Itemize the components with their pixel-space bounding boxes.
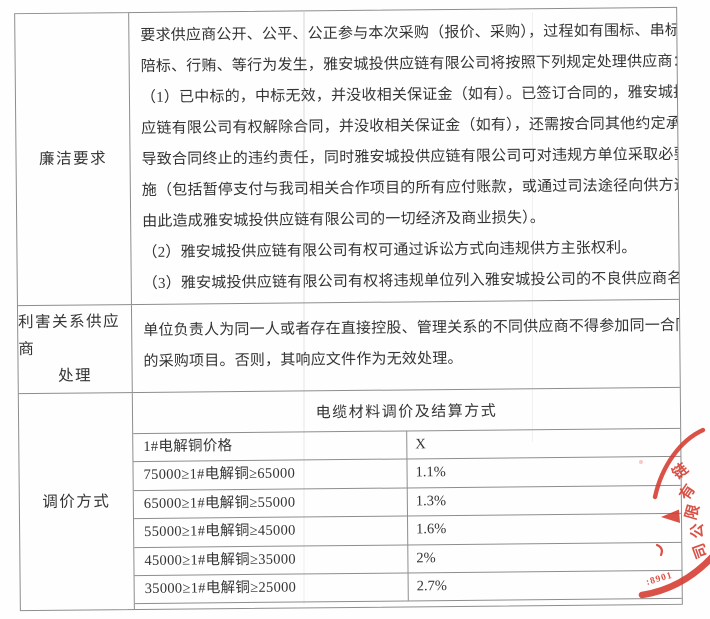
rate-cell: 1.1% xyxy=(415,464,446,481)
table-row: 35000≥1#电解铜≥25000 2.7% xyxy=(134,570,682,605)
rate-cell: 1.3% xyxy=(415,492,447,510)
seal-character: 司 xyxy=(690,541,710,561)
paragraph-line: 的采购项目。否则，其响应文件作为无效处理。 xyxy=(143,350,463,370)
procurement-terms-table: 廉洁要求 要求供应商公开、公平、公正参与本次采购（报价、采购），过程如有围标、串… xyxy=(14,6,683,612)
price-range-cell: 55000≥1#电解铜≥45000 xyxy=(134,516,409,547)
row-header-label: 利害关系供应商 xyxy=(18,313,121,359)
paragraph-line: （1）已中标的，中标无效，并没收相关保证金（如有）。已签订合同的，雅安城投供 xyxy=(140,84,679,106)
paragraph-line: 陪标、行贿、等行为发生，雅安城投供应链有限公司将按照下列规定处理供应商： xyxy=(140,53,679,75)
row-header-pricing: 调价方式 xyxy=(18,393,135,611)
paragraph-line: 导致合同终止的违约责任，同时雅安城投供应链有限公司可对违规方单位采取必要措 xyxy=(141,146,679,168)
inner-table-title: 电缆材料调价及结算方式 xyxy=(315,403,498,422)
price-range-cell: 65000≥1#电解铜≥55000 xyxy=(133,488,408,519)
table-row-integrity: 廉洁要求 要求供应商公开、公平、公正参与本次采购（报价、采购），过程如有围标、串… xyxy=(15,7,679,307)
row-header-label: 处理 xyxy=(58,367,93,385)
rate-cell: 1.6% xyxy=(416,521,447,538)
price-range-cell: 75000≥1#电解铜≥65000 xyxy=(133,459,408,490)
paragraph-line: 单位负责人为同一人或者存在直接控股、管理关系的不同供应商不得参加同一合同下 xyxy=(143,317,680,339)
conflict-content-cell: 单位负责人为同一人或者存在直接控股、管理关系的不同供应商不得参加同一合同下 的采… xyxy=(132,300,680,392)
rate-cell: X xyxy=(415,436,426,453)
row-header-label: 调价方式 xyxy=(42,492,111,511)
price-range-cell: 35000≥1#电解铜≥25000 xyxy=(134,573,409,604)
integrity-content-cell: 要求供应商公开、公平、公正参与本次采购（报价、采购），过程如有围标、串标、 陪标… xyxy=(129,8,679,304)
price-range-cell: 1#电解铜价格 xyxy=(133,431,408,462)
paragraph-line: 要求供应商公开、公平、公正参与本次采购（报价、采购），过程如有围标、串标、 xyxy=(140,22,679,44)
row-header-integrity: 廉洁要求 xyxy=(15,13,132,306)
paragraph-line: （2）雅安城投供应链有限公司有权可通过诉讼方式向违规供方主张权利。 xyxy=(142,240,637,261)
copper-price-table: 1#电解铜价格 X 75000≥1#电解铜≥65000 1.1% 65000≥1… xyxy=(133,427,682,605)
paragraph-line: （3）雅安城投供应链有限公司有权将违规单位列入雅安城投公司的不良供应商名单。 xyxy=(142,270,679,292)
paragraph-line: 应链有限公司有权解除合同，并没收相关保证金（如有），还需按合同其他约定承担 xyxy=(141,115,679,137)
rate-cell: 2.7% xyxy=(416,578,447,595)
seal-character: 限 xyxy=(682,503,702,522)
table-row-conflict: 利害关系供应商 处理 单位负责人为同一人或者存在直接控股、管理关系的不同供应商不… xyxy=(17,299,680,395)
rate-cell: 2% xyxy=(416,549,436,566)
table-row-pricing: 调价方式 电缆材料调价及结算方式 1#电解铜价格 X 75000≥1#电解铜≥6… xyxy=(18,388,682,611)
row-header-label: 廉洁要求 xyxy=(38,150,108,168)
pricing-content-cell: 电缆材料调价及结算方式 1#电解铜价格 X 75000≥1#电解铜≥65000 … xyxy=(133,388,682,609)
price-range-cell: 45000≥1#电解铜≥35000 xyxy=(134,544,409,576)
paragraph-line: 施（包括暂停支付与我司相关合作项目的所有应付账款，或通过司法途径向供方追偿 xyxy=(141,177,679,199)
row-header-conflict: 利害关系供应商 处理 xyxy=(17,305,133,394)
seal-character: 公 xyxy=(689,523,707,539)
paragraph-line: 由此造成雅安城投供应链有限公司的一切经济及商业损失）。 xyxy=(142,210,546,230)
